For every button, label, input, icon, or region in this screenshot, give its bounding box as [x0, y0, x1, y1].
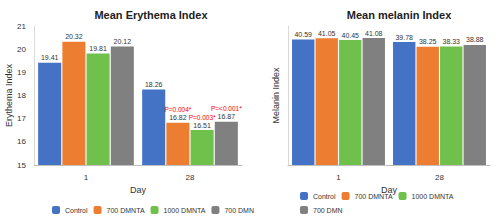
- svg-text:700 DMN: 700 DMN: [313, 207, 343, 214]
- svg-text:40.45: 40.45: [341, 32, 359, 39]
- svg-text:16.82: 16.82: [169, 114, 187, 121]
- svg-text:16.87: 16.87: [218, 113, 236, 120]
- svg-text:Mean Erythema Index: Mean Erythema Index: [94, 9, 208, 21]
- svg-text:P=0.003*: P=0.003*: [189, 114, 216, 121]
- svg-text:Day: Day: [130, 185, 147, 195]
- svg-text:19.41: 19.41: [41, 54, 59, 61]
- svg-text:1: 1: [336, 173, 341, 182]
- svg-text:P=<0.001*: P=<0.001*: [211, 105, 242, 112]
- svg-text:41.05: 41.05: [318, 30, 336, 37]
- svg-text:700 DMNTA: 700 DMNTA: [355, 193, 393, 200]
- svg-text:38.88: 38.88: [466, 36, 484, 43]
- svg-text:28: 28: [435, 173, 444, 182]
- svg-text:20: 20: [17, 45, 26, 54]
- svg-text:1000 DMNTA: 1000 DMNTA: [164, 207, 206, 214]
- svg-text:15: 15: [17, 161, 26, 170]
- svg-text:19.81: 19.81: [89, 45, 107, 52]
- svg-text:38.33: 38.33: [442, 38, 460, 45]
- svg-text:18.26: 18.26: [145, 81, 163, 88]
- svg-text:Mean melanin Index: Mean melanin Index: [347, 9, 452, 21]
- svg-text:700 DMN: 700 DMN: [224, 207, 254, 214]
- svg-text:40.59: 40.59: [294, 31, 312, 38]
- svg-text:P=0.004*: P=0.004*: [164, 106, 191, 113]
- svg-text:Control: Control: [65, 207, 88, 214]
- svg-text:41.08: 41.08: [365, 30, 383, 37]
- svg-text:Control: Control: [313, 193, 336, 200]
- svg-text:1000 DMNTA: 1000 DMNTA: [412, 193, 454, 200]
- svg-text:19: 19: [17, 68, 26, 77]
- svg-text:Erythema Index: Erythema Index: [4, 63, 14, 127]
- svg-text:20.32: 20.32: [65, 33, 83, 40]
- svg-text:Melanin Index: Melanin Index: [271, 67, 281, 124]
- svg-text:18: 18: [17, 91, 26, 100]
- svg-text:28: 28: [186, 173, 195, 182]
- svg-text:1: 1: [84, 173, 89, 182]
- svg-text:16: 16: [17, 137, 26, 146]
- svg-text:38.25: 38.25: [419, 38, 437, 45]
- svg-text:39.78: 39.78: [395, 34, 413, 41]
- svg-text:20.12: 20.12: [114, 38, 132, 45]
- svg-text:17: 17: [17, 114, 26, 123]
- svg-text:Day: Day: [381, 185, 397, 196]
- svg-text:16.51: 16.51: [193, 122, 211, 129]
- svg-text:21: 21: [17, 22, 26, 31]
- svg-text:700 DMNTA: 700 DMNTA: [107, 207, 145, 214]
